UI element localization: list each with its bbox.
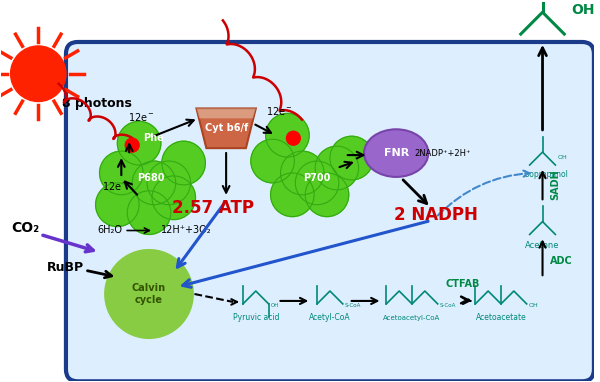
Circle shape bbox=[271, 173, 314, 217]
Text: Calvin
cycle: Calvin cycle bbox=[132, 283, 166, 305]
Text: CO₂: CO₂ bbox=[11, 220, 40, 235]
Circle shape bbox=[152, 176, 196, 220]
Text: OH: OH bbox=[529, 303, 538, 308]
Circle shape bbox=[330, 136, 373, 180]
Circle shape bbox=[95, 183, 139, 227]
Text: Acetyl-CoA: Acetyl-CoA bbox=[309, 313, 351, 322]
Text: 2 NADPH: 2 NADPH bbox=[394, 206, 478, 223]
Circle shape bbox=[127, 191, 171, 235]
Text: Acetoacetyl-CoA: Acetoacetyl-CoA bbox=[383, 315, 440, 321]
Text: 12e$^-$: 12e$^-$ bbox=[102, 180, 129, 192]
Circle shape bbox=[286, 131, 300, 145]
Circle shape bbox=[125, 138, 139, 152]
Polygon shape bbox=[196, 108, 256, 118]
Text: Pyruvic acid: Pyruvic acid bbox=[233, 313, 279, 322]
Text: Cyt b6/f: Cyt b6/f bbox=[205, 123, 248, 133]
Circle shape bbox=[132, 161, 176, 205]
Text: Phe: Phe bbox=[143, 133, 164, 143]
Text: 12e$^-$: 12e$^-$ bbox=[128, 112, 155, 123]
Text: 2NADP⁺+2H⁺: 2NADP⁺+2H⁺ bbox=[414, 149, 470, 158]
Ellipse shape bbox=[364, 129, 428, 177]
Circle shape bbox=[118, 121, 161, 165]
Text: OH: OH bbox=[271, 303, 279, 308]
Circle shape bbox=[251, 139, 295, 183]
Text: S-CoA: S-CoA bbox=[440, 303, 456, 308]
Text: SADH: SADH bbox=[550, 169, 560, 200]
Text: 8 photons: 8 photons bbox=[62, 97, 132, 110]
Circle shape bbox=[266, 113, 309, 157]
Text: Isopropanol: Isopropanol bbox=[523, 170, 568, 179]
Circle shape bbox=[295, 161, 339, 205]
Text: 12e$^-$: 12e$^-$ bbox=[266, 105, 293, 117]
Text: CTFAB: CTFAB bbox=[445, 279, 479, 289]
Text: FNR: FNR bbox=[383, 148, 409, 158]
Text: OH: OH bbox=[571, 3, 595, 18]
Text: 2.57 ATP: 2.57 ATP bbox=[172, 199, 254, 217]
Circle shape bbox=[147, 161, 191, 205]
Text: 6H₂O: 6H₂O bbox=[97, 225, 122, 235]
Circle shape bbox=[100, 151, 143, 195]
Circle shape bbox=[11, 46, 66, 102]
Circle shape bbox=[106, 250, 193, 338]
Text: OH: OH bbox=[557, 155, 567, 160]
Text: 12H⁺+3O₂: 12H⁺+3O₂ bbox=[161, 225, 212, 235]
Text: P680: P680 bbox=[137, 173, 165, 183]
Text: Acetone: Acetone bbox=[525, 241, 560, 250]
Circle shape bbox=[315, 146, 359, 190]
Polygon shape bbox=[196, 108, 256, 148]
Circle shape bbox=[305, 173, 349, 217]
Text: P700: P700 bbox=[304, 173, 331, 183]
Circle shape bbox=[162, 141, 205, 185]
Circle shape bbox=[281, 151, 324, 195]
FancyBboxPatch shape bbox=[66, 42, 594, 381]
Text: Acetoacetate: Acetoacetate bbox=[476, 313, 526, 322]
Text: S-CoA: S-CoA bbox=[345, 303, 361, 308]
Text: ADC: ADC bbox=[550, 256, 573, 266]
Text: RuBP: RuBP bbox=[46, 261, 83, 274]
